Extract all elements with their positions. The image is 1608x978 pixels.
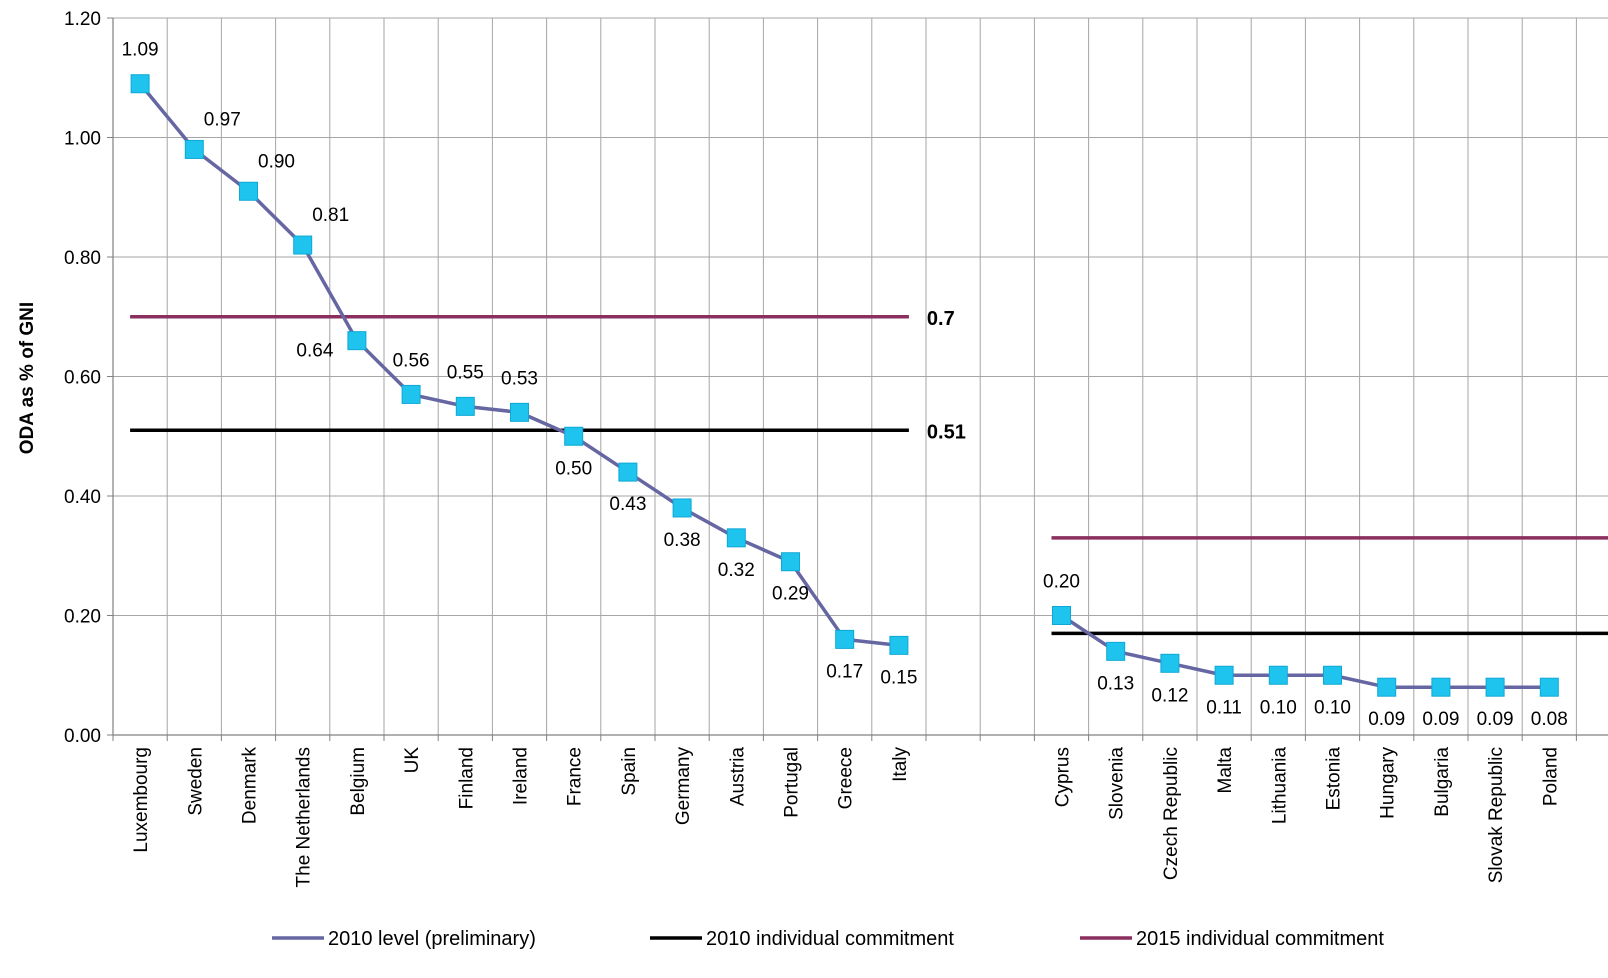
tick-label-x: Austria bbox=[727, 747, 748, 807]
data-label: 0.50 bbox=[555, 458, 592, 479]
data-point-marker bbox=[293, 235, 313, 255]
tick-label-x: Belgium bbox=[348, 747, 369, 816]
tick-label-y: 0.20 bbox=[64, 607, 101, 628]
tick-label-y: 0.80 bbox=[64, 248, 101, 269]
data-label: 0.32 bbox=[718, 560, 755, 581]
data-point-marker bbox=[1377, 677, 1397, 697]
tick-label-x: Luxembourg bbox=[131, 747, 152, 853]
data-point-marker bbox=[1106, 641, 1126, 661]
data-point-marker bbox=[1268, 665, 1288, 685]
data-point-marker bbox=[184, 139, 204, 159]
tick-label-x: Poland bbox=[1540, 747, 1561, 806]
data-label: 0.10 bbox=[1260, 697, 1297, 718]
data-label: 0.08 bbox=[1531, 709, 1568, 730]
data-label: 0.55 bbox=[447, 362, 484, 383]
data-label: 0.17 bbox=[826, 661, 863, 682]
data-point-marker bbox=[455, 396, 475, 416]
tick-label-x: Bulgaria bbox=[1432, 747, 1453, 817]
tick-label-x: UK bbox=[402, 747, 423, 774]
data-point-marker bbox=[130, 74, 150, 94]
data-point-marker bbox=[672, 498, 692, 518]
tick-label-x: Estonia bbox=[1324, 747, 1345, 811]
tick-label-x: Ireland bbox=[511, 747, 532, 805]
data-point-marker bbox=[347, 331, 367, 351]
data-label: 0.90 bbox=[258, 151, 295, 172]
legend: 2010 level (preliminary) 2010 individual … bbox=[272, 928, 1384, 950]
data-label: 0.11 bbox=[1206, 697, 1242, 718]
data-point-marker bbox=[726, 528, 746, 548]
data-label: 0.20 bbox=[1043, 572, 1080, 593]
grid bbox=[112, 17, 1608, 736]
series-line bbox=[1060, 614, 1550, 689]
data-point-marker bbox=[510, 402, 529, 422]
data-label: 1.09 bbox=[122, 40, 159, 61]
tick-label-x: Malta bbox=[1215, 747, 1236, 794]
data-label: 0.29 bbox=[772, 584, 809, 605]
data-label: 0.09 bbox=[1477, 709, 1514, 730]
data-label: 0.43 bbox=[609, 494, 646, 515]
tick-label-x: Germany bbox=[673, 747, 694, 826]
reference-line-label: 0.7 bbox=[927, 308, 955, 330]
data-point-marker bbox=[1160, 653, 1180, 673]
data-label: 0.12 bbox=[1151, 685, 1188, 706]
y-axis: 0.00 0.20 0.40 0.60 0.80 1.00 1.20 bbox=[64, 9, 114, 747]
tick-label-x: Spain bbox=[619, 747, 640, 796]
data-point-marker bbox=[618, 462, 638, 482]
data-label: 0.56 bbox=[393, 350, 430, 371]
x-axis: Luxembourg Sweden Denmark The Netherlands Be… bbox=[112, 734, 1608, 887]
data-point-marker bbox=[1052, 606, 1071, 625]
tick-label-x: Lithuania bbox=[1269, 747, 1290, 825]
tick-label-y: 0.00 bbox=[64, 726, 101, 747]
data-label: 0.10 bbox=[1314, 697, 1351, 718]
data-point-marker bbox=[239, 181, 258, 201]
tick-label-x: Hungary bbox=[1378, 747, 1399, 819]
tick-label-y: 1.00 bbox=[64, 129, 101, 150]
data-labels: 0.51 0.7 1.09 0.97 0.90 0.81 0.64 0.56 0.55 0.53 0… bbox=[122, 40, 1568, 730]
data-point-marker bbox=[1539, 677, 1559, 697]
data-label: 0.15 bbox=[880, 667, 917, 688]
data-label: 0.97 bbox=[204, 109, 241, 130]
tick-label-y: 1.20 bbox=[64, 9, 101, 30]
tick-label-x: Cyprus bbox=[1053, 747, 1074, 807]
reference-lines bbox=[130, 315, 1608, 636]
tick-label-x: Sweden bbox=[185, 747, 206, 816]
tick-label-y: 0.60 bbox=[64, 368, 101, 389]
data-label: 0.13 bbox=[1097, 673, 1134, 694]
tick-label-x: Slovak Republic bbox=[1486, 747, 1507, 883]
data-label: 0.09 bbox=[1422, 709, 1459, 730]
data-label: 0.09 bbox=[1368, 709, 1405, 730]
tick-label-x: Slovenia bbox=[1107, 747, 1128, 820]
data-label: 0.64 bbox=[296, 341, 333, 362]
tick-label-x: Portugal bbox=[782, 747, 803, 818]
reference-line-label: 0.51 bbox=[927, 421, 966, 443]
data-point-marker bbox=[401, 384, 421, 404]
data-point-marker bbox=[835, 629, 855, 649]
legend-label: 2015 individual commitment bbox=[1136, 928, 1384, 950]
data-label: 0.38 bbox=[664, 530, 701, 551]
legend-label: 2010 level (preliminary) bbox=[328, 928, 536, 950]
legend-label: 2010 individual commitment bbox=[706, 928, 954, 950]
data-point-marker bbox=[1214, 665, 1234, 685]
tick-label-x: Czech Republic bbox=[1161, 747, 1182, 880]
series-2010-level bbox=[130, 74, 1559, 697]
tick-label-x: Finland bbox=[456, 747, 477, 809]
data-point-marker bbox=[1485, 677, 1505, 697]
data-label: 0.53 bbox=[501, 368, 538, 389]
data-point-marker bbox=[1431, 677, 1451, 697]
tick-label-x: Denmark bbox=[240, 747, 261, 825]
data-point-marker bbox=[564, 426, 584, 446]
data-point-marker bbox=[889, 635, 909, 655]
y-axis-title: ODA as % of GNI bbox=[17, 302, 38, 454]
data-point-marker bbox=[1323, 665, 1342, 685]
tick-label-x: France bbox=[565, 747, 586, 806]
tick-label-x: The Netherlands bbox=[294, 747, 315, 887]
data-label: 0.81 bbox=[312, 205, 349, 226]
tick-label-x: Italy bbox=[890, 747, 911, 782]
data-point-marker bbox=[781, 552, 800, 572]
tick-label-y: 0.40 bbox=[64, 487, 101, 508]
tick-label-x: Greece bbox=[836, 747, 857, 809]
